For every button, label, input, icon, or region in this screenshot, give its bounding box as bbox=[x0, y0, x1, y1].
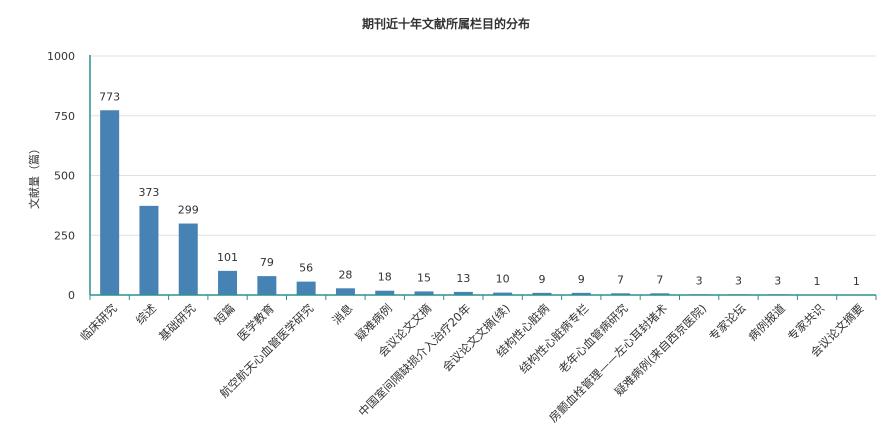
y-tick-label: 1000 bbox=[47, 50, 75, 63]
y-tick-label: 250 bbox=[54, 229, 75, 242]
data-label: 1 bbox=[814, 275, 821, 288]
bar bbox=[375, 290, 395, 295]
x-tick-label: 病例报道 bbox=[745, 301, 788, 344]
bar bbox=[493, 292, 513, 295]
data-label: 15 bbox=[417, 271, 431, 284]
x-tick-label: 专家论坛 bbox=[706, 301, 749, 344]
data-label: 3 bbox=[774, 274, 781, 287]
bar bbox=[611, 293, 631, 295]
x-tick-label: 老年心血管病研究 bbox=[556, 301, 631, 376]
x-tick-label: 临床研究 bbox=[77, 301, 120, 344]
data-label: 18 bbox=[378, 271, 392, 284]
data-label: 9 bbox=[578, 273, 585, 286]
bar bbox=[571, 292, 591, 295]
data-label: 7 bbox=[617, 273, 624, 286]
y-tick-label: 0 bbox=[68, 289, 75, 302]
x-tick-label: 综述 bbox=[133, 301, 160, 328]
bar bbox=[532, 292, 552, 295]
data-label: 1 bbox=[853, 275, 860, 288]
data-label: 79 bbox=[260, 256, 274, 269]
bar bbox=[100, 110, 120, 296]
x-tick-label: 短篇 bbox=[212, 301, 238, 327]
bar bbox=[218, 270, 238, 295]
data-label: 9 bbox=[538, 273, 545, 286]
x-tick-label: 结构性心脏病专栏 bbox=[516, 301, 591, 376]
x-tick-label: 会议论文文摘(续) bbox=[440, 301, 513, 374]
data-label: 101 bbox=[217, 251, 238, 264]
x-tick-label: 消息 bbox=[329, 301, 355, 327]
bar bbox=[178, 223, 198, 295]
data-label: 13 bbox=[456, 272, 470, 285]
gridlines bbox=[90, 55, 876, 236]
x-tick-label: 基础研究 bbox=[156, 301, 199, 344]
y-axis-label: 文献量（篇） bbox=[27, 143, 41, 209]
bars bbox=[100, 110, 866, 296]
data-label: 373 bbox=[138, 186, 159, 199]
bar bbox=[335, 288, 355, 295]
data-label: 10 bbox=[496, 273, 510, 286]
data-label: 3 bbox=[696, 274, 703, 287]
chart-title: 期刊近十年文献所属栏目的分布 bbox=[362, 16, 530, 31]
bar bbox=[414, 291, 434, 295]
data-label: 56 bbox=[299, 262, 313, 275]
data-label: 7 bbox=[656, 273, 663, 286]
data-label: 773 bbox=[99, 90, 120, 103]
bar bbox=[453, 291, 473, 295]
bar bbox=[296, 281, 316, 295]
data-label: 28 bbox=[338, 268, 352, 281]
data-label: 3 bbox=[735, 274, 742, 287]
y-tick-label: 500 bbox=[54, 170, 75, 183]
y-tick-label: 750 bbox=[54, 110, 75, 123]
bar bbox=[257, 276, 277, 295]
y-axis-ticks: 0 250 500 750 1000 bbox=[47, 50, 75, 302]
bar bbox=[650, 293, 670, 295]
bar bbox=[139, 205, 159, 295]
data-label: 299 bbox=[178, 204, 199, 217]
